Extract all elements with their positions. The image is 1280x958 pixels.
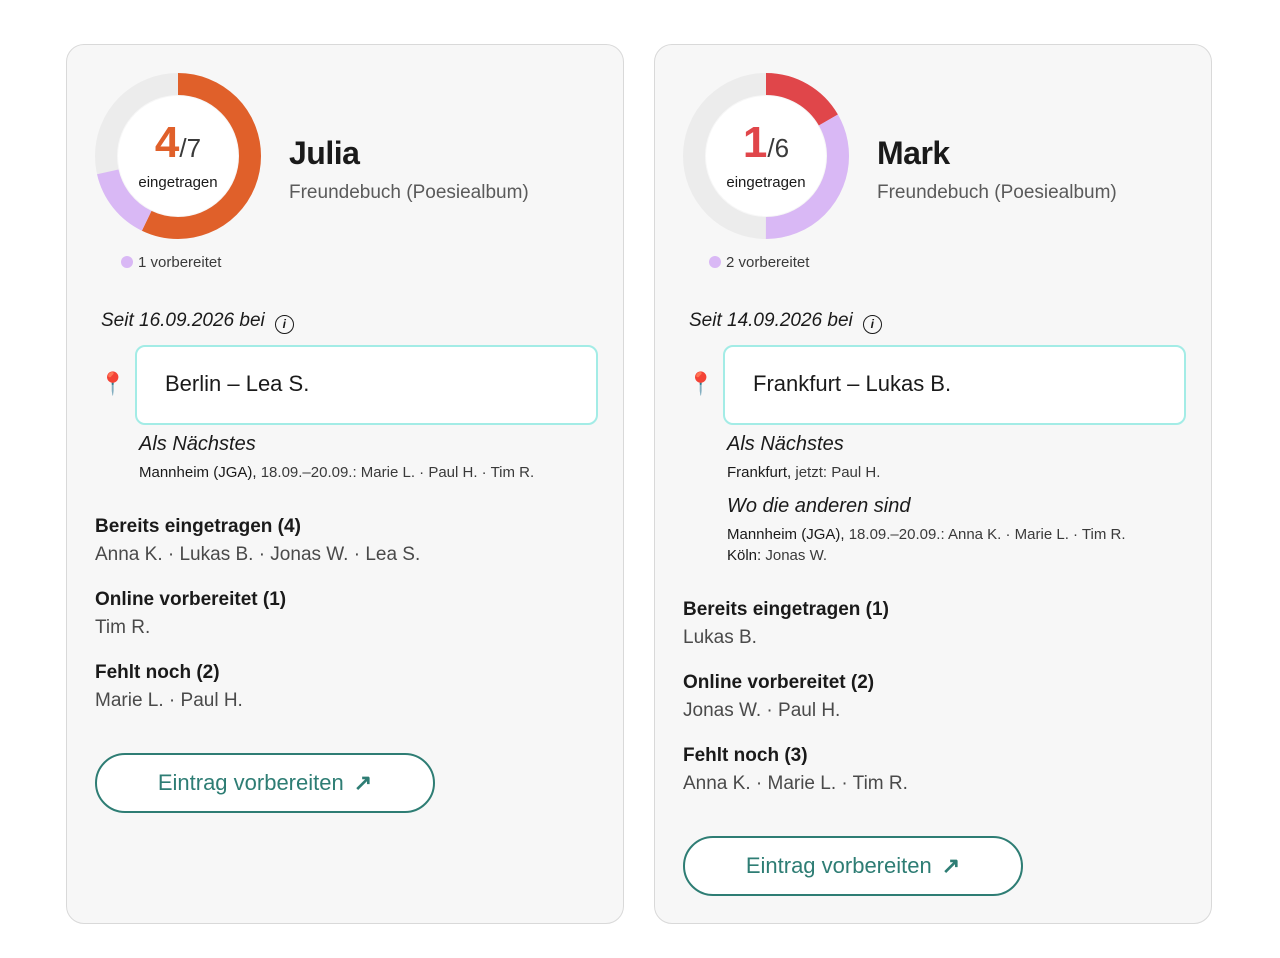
progress-donut bbox=[95, 73, 261, 239]
person-card-mark: 1/6 eingetragen Mark Freundebuch (Poesie… bbox=[654, 44, 1212, 924]
done-count: 4 bbox=[154, 118, 180, 167]
prepared-dot-icon bbox=[121, 256, 133, 268]
info-icon[interactable]: i bbox=[862, 315, 882, 334]
progress-counter: 1/6 eingetragen bbox=[681, 71, 851, 241]
progress-donut bbox=[683, 73, 849, 239]
next-stop-place: Frankfurt, bbox=[727, 464, 792, 481]
location-pin-icon: 📍 bbox=[687, 371, 715, 396]
others-location: Wo die anderen sind Mannheim (JGA), 18.0… bbox=[727, 495, 1187, 566]
total-count: /6 bbox=[767, 133, 790, 163]
prepare-entry-button[interactable]: Eintrag vorbereiten ↗ bbox=[95, 753, 435, 813]
book-type: Freundebuch (Poesiealbum) bbox=[877, 182, 1117, 203]
donut-center bbox=[118, 96, 238, 216]
progress-counter: 4/7 eingetragen bbox=[93, 71, 263, 241]
since-line: Seit 14.09.2026 bei i bbox=[689, 310, 882, 334]
progress-label: eingetragen bbox=[138, 174, 218, 191]
group-entered: Bereits eingetragen (4) Anna K. · Lukas … bbox=[95, 516, 421, 565]
group-prepared: Online vorbereitet (1) Tim R. bbox=[95, 589, 287, 638]
next-stop-place: Mannheim (JGA), bbox=[139, 464, 257, 481]
prepare-entry-button[interactable]: Eintrag vorbereiten ↗ bbox=[683, 836, 1023, 896]
prepared-legend: 2 vorbereitet bbox=[709, 254, 809, 271]
since-line: Seit 16.09.2026 bei i bbox=[101, 310, 294, 334]
arrow-up-right-icon: ↗ bbox=[353, 770, 373, 795]
done-count: 1 bbox=[742, 118, 768, 167]
current-location: Frankfurt – Lukas B. bbox=[723, 345, 1186, 425]
group-prepared: Online vorbereitet (2) Jonas W. · Paul H… bbox=[683, 672, 875, 721]
donut-segment-entered bbox=[683, 73, 849, 239]
group-missing: Fehlt noch (3) Anna K. · Marie L. · Tim … bbox=[683, 745, 908, 794]
next-stop-detail: 18.09.–20.09.: Marie L. · Paul H. · Tim … bbox=[256, 464, 535, 481]
prepared-legend: 1 vorbereitet bbox=[121, 254, 221, 271]
person-name: Julia bbox=[289, 135, 360, 171]
book-type: Freundebuch (Poesiealbum) bbox=[289, 182, 529, 203]
progress-label: eingetragen bbox=[726, 174, 806, 191]
next-stop-title: Als Nächstes bbox=[139, 433, 256, 455]
current-location: Berlin – Lea S. bbox=[135, 345, 598, 425]
next-stop: Als Nächstes Mannheim (JGA), 18.09.–20.0… bbox=[139, 433, 599, 483]
donut-segment-prepared bbox=[683, 73, 849, 239]
donut-segment-entered bbox=[95, 73, 261, 239]
others-title: Wo die anderen sind bbox=[727, 495, 911, 517]
person-name: Mark bbox=[877, 135, 950, 171]
group-entered: Bereits eingetragen (1) Lukas B. bbox=[683, 599, 889, 648]
next-stop-detail: jetzt: Paul H. bbox=[791, 464, 881, 481]
location-pin-icon: 📍 bbox=[99, 371, 127, 396]
group-missing: Fehlt noch (2) Marie L. · Paul H. bbox=[95, 662, 243, 711]
arrow-up-right-icon: ↗ bbox=[941, 853, 961, 878]
info-icon[interactable]: i bbox=[274, 315, 294, 334]
next-stop-title: Als Nächstes bbox=[727, 433, 844, 455]
total-count: /7 bbox=[179, 133, 202, 163]
prepared-dot-icon bbox=[709, 256, 721, 268]
person-card-julia: 4/7 eingetragen Julia Freundebuch (Poesi… bbox=[66, 44, 624, 924]
donut-center bbox=[706, 96, 826, 216]
next-stop: Als Nächstes Frankfurt, jetzt: Paul H. bbox=[727, 433, 1187, 483]
